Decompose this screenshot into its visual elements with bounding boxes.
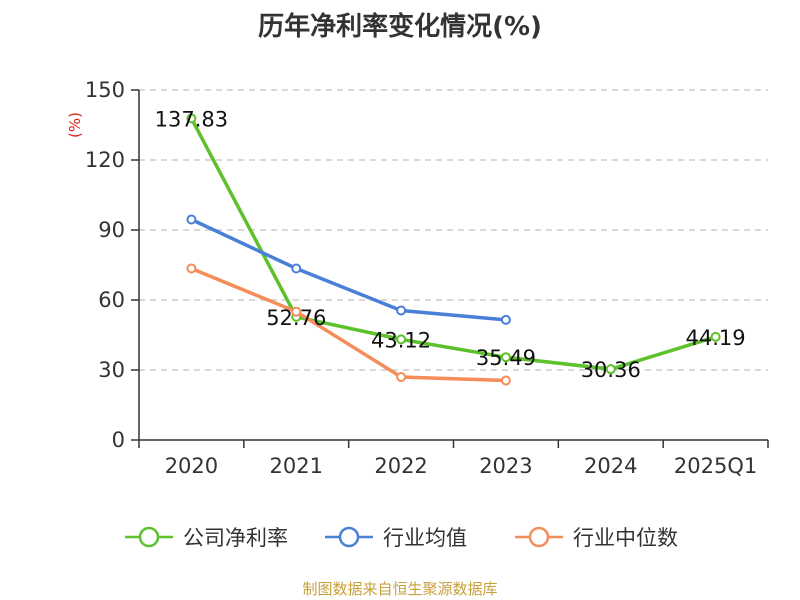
data-point xyxy=(291,263,302,274)
data-point xyxy=(500,375,511,386)
y-tick-label: 30 xyxy=(98,358,125,382)
legend: 公司净利率 行业均值 行业中位数 xyxy=(125,526,678,550)
chart-title: 历年净利率变化情况(%) xyxy=(258,12,542,42)
series-line-1 xyxy=(190,217,507,322)
axes: 0 30 60 90 120 150 2020 2021 2022 2023 2024 2025Q1 (… xyxy=(66,78,769,478)
data-point xyxy=(396,372,407,382)
data-point xyxy=(710,331,721,342)
y-tick-label: 0 xyxy=(112,428,125,452)
data-point xyxy=(500,314,511,325)
data-source-note: 制图数据来自恒生聚源数据库 xyxy=(302,580,498,598)
legend-label: 行业均值 xyxy=(383,526,467,550)
data-label: 44.19 xyxy=(686,326,746,350)
grid-lines xyxy=(139,89,768,371)
data-point xyxy=(396,334,407,345)
x-tick-label: 2025Q1 xyxy=(674,454,757,478)
data-label: 30.36 xyxy=(581,358,641,382)
series-line-0 xyxy=(189,117,717,371)
x-tick-label: 2023 xyxy=(479,454,532,478)
data-point xyxy=(605,364,616,375)
x-tick-label: 2022 xyxy=(374,454,427,478)
data-label: 52.76 xyxy=(266,306,326,330)
legend-label: 公司净利率 xyxy=(183,526,288,550)
data-point xyxy=(291,306,302,317)
data-point xyxy=(186,214,197,225)
series-lines xyxy=(186,113,721,386)
y-tick-label: 90 xyxy=(98,218,125,242)
data-label: 137.83 xyxy=(155,107,228,131)
y-axis-label: (%) xyxy=(66,112,84,138)
legend-marker xyxy=(528,526,550,548)
data-point xyxy=(186,113,197,124)
y-tick-label: 120 xyxy=(85,148,125,172)
data-label: 43.12 xyxy=(371,328,431,352)
x-tick-label: 2024 xyxy=(584,454,637,478)
y-tick-label: 150 xyxy=(85,78,125,102)
x-tick-label: 2020 xyxy=(165,454,218,478)
data-point xyxy=(186,263,197,274)
legend-marker xyxy=(138,526,160,548)
data-labels: 137.83 52.76 43.12 35.49 30.36 44.19 xyxy=(155,107,746,382)
x-tick-label: 2021 xyxy=(270,454,323,478)
legend-label: 行业中位数 xyxy=(573,526,678,550)
legend-marker xyxy=(338,526,360,548)
data-point xyxy=(396,305,407,316)
data-point xyxy=(500,352,511,363)
series-line-2 xyxy=(190,266,506,383)
y-tick-label: 60 xyxy=(98,288,125,312)
data-label: 35.49 xyxy=(476,346,536,370)
